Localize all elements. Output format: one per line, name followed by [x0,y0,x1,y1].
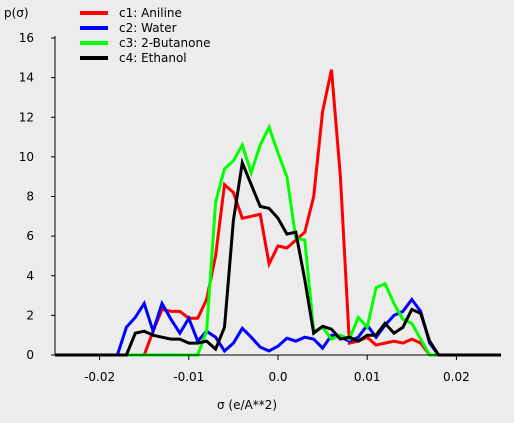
y-tick-label: 2 [26,308,34,322]
series-line-c2 [55,296,501,357]
x-tick-label: 0.02 [443,370,470,384]
legend-label-c1: c1: Aniline [119,6,182,20]
x-tick-label: -0.02 [84,370,115,384]
y-tick-label: 6 [26,229,34,243]
y-tick-label: 0 [26,348,34,362]
y-tick-label: 4 [26,269,34,283]
x-tick-label: 0.01 [354,370,381,384]
y-tick-label: 14 [19,71,34,85]
y-tick-label: 16 [19,31,34,45]
axes-layer: 0 2 4 6 8 10 12 14 16 -0.02 -0.01 0.0 0.01 0.02 [19,31,501,384]
y-tick-label: 10 [19,150,34,164]
x-tick-label: 0.0 [268,370,287,384]
y-tick-label: 8 [26,190,34,204]
legend-label-c3: c3: 2-Butanone [119,36,210,50]
x-axis-title: σ (e/A**2) [217,398,277,412]
y-tick-label: 12 [19,110,34,124]
legend-label-c4: c4: Ethanol [119,51,187,65]
y-axis-title: p(σ) [4,6,29,20]
x-tick-label: -0.01 [173,370,204,384]
series-line-c4 [55,157,501,357]
legend-label-c2: c2: Water [119,21,177,35]
